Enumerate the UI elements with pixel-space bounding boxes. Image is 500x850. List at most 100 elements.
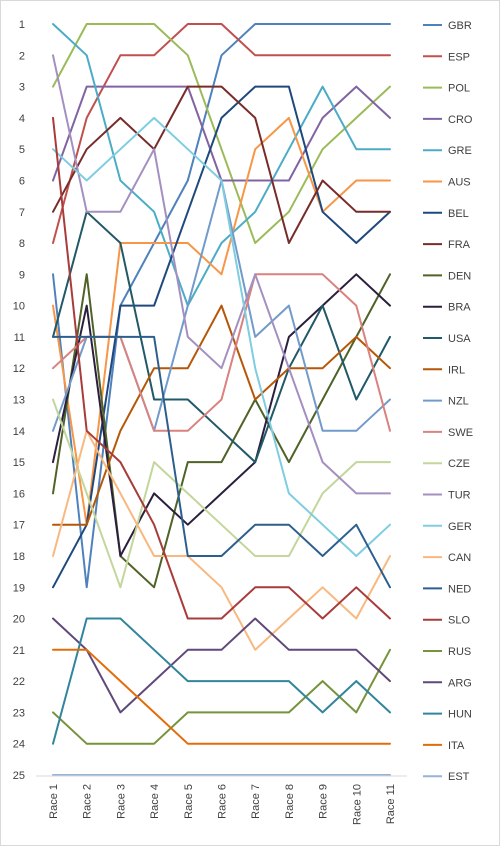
series-line-can: [52, 429, 391, 651]
series-line-ger: [52, 116, 391, 557]
x-axis: Race 1 Race 2 Race 3 Race 4 Race 5 Race 6 Race…: [36, 775, 407, 825]
x-tick-label: Race 7: [250, 784, 262, 819]
y-tick-label: 2: [19, 50, 25, 62]
y-tick-label: 8: [19, 238, 25, 250]
legend-item-bel: BEL: [423, 208, 469, 220]
y-tick-label: 11: [14, 332, 25, 344]
legend-label: ESP: [448, 51, 470, 63]
legend-label: GBR: [448, 20, 472, 32]
y-tick-label: 14: [13, 426, 25, 438]
series-line-ned: [52, 335, 391, 589]
y-tick-label: 21: [13, 645, 25, 657]
legend-label: TUR: [448, 490, 471, 502]
y-tick-label: 4: [19, 113, 25, 125]
legend-label: HUN: [448, 709, 472, 721]
x-tick-label: Race 3: [115, 784, 127, 819]
series-line-ita: [52, 648, 391, 745]
legend-item-ita: ITA: [423, 740, 465, 752]
legend-item-est: EST: [423, 771, 470, 783]
legend-label: NZL: [448, 396, 469, 408]
y-tick-label: 24: [13, 739, 25, 751]
legend-item-ger: GER: [423, 521, 472, 533]
legend-label: RUS: [448, 646, 471, 658]
y-tick-label: 19: [13, 582, 25, 594]
x-tick-label: Race 2: [82, 784, 94, 819]
legend-item-gre: GRE: [423, 145, 472, 157]
legend-label: NED: [448, 583, 471, 595]
legend-label: POL: [448, 83, 470, 95]
legend-item-aus: AUS: [423, 177, 471, 189]
y-tick-label: 17: [13, 520, 25, 532]
x-tick-label: Race 9: [318, 784, 330, 819]
series-line-gre: [52, 23, 391, 307]
legend-label: BRA: [448, 302, 471, 314]
legend-item-irl: IRL: [423, 364, 465, 376]
legend-label: ITA: [448, 740, 465, 752]
legend-item-nzl: NZL: [423, 396, 469, 408]
legend: GBR ESP POL CRO GRE AUS BEL FRA DEN BRA USA IRL NZL S…: [423, 20, 473, 783]
legend-item-can: CAN: [423, 552, 471, 564]
y-tick-label: 25: [13, 770, 25, 782]
series-line-pol: [52, 23, 391, 244]
series-line-rus: [52, 648, 391, 745]
y-tick-label: 18: [13, 551, 25, 563]
legend-label: CRO: [448, 114, 473, 126]
y-tick-label: 20: [13, 614, 25, 626]
legend-label: USA: [448, 333, 471, 345]
series-line-arg: [52, 617, 391, 714]
y-tick-label: 9: [19, 269, 25, 281]
series-line-esp: [52, 23, 391, 244]
series-line-slo: [52, 116, 391, 620]
series-line-fra: [52, 85, 391, 244]
y-tick-label: 22: [13, 676, 25, 688]
legend-item-arg: ARG: [423, 677, 472, 689]
legend-item-usa: USA: [423, 333, 471, 345]
legend-label: ARG: [448, 677, 472, 689]
legend-item-swe: SWE: [423, 427, 473, 439]
y-tick-label: 3: [19, 82, 25, 94]
legend-label: FRA: [448, 239, 471, 251]
series-line-tur: [52, 54, 391, 495]
legend-label: EST: [448, 771, 470, 783]
legend-item-slo: SLO: [423, 615, 470, 627]
y-tick-label: 7: [19, 207, 25, 219]
legend-label: BEL: [448, 208, 469, 220]
legend-item-tur: TUR: [423, 490, 471, 502]
legend-label: AUS: [448, 177, 471, 189]
series-line-irl: [52, 304, 391, 526]
y-tick-label: 6: [19, 175, 25, 187]
series-line-gbr: [52, 23, 391, 589]
legend-label: SLO: [448, 615, 470, 627]
y-axis-ticks: 1234567891011121314151617181920212223242…: [13, 19, 25, 782]
legend-item-pol: POL: [423, 83, 470, 95]
series-line-hun: [52, 617, 391, 745]
legend-item-cro: CRO: [423, 114, 473, 126]
legend-item-rus: RUS: [423, 646, 471, 658]
legend-label: CAN: [448, 552, 471, 564]
legend-item-bra: BRA: [423, 302, 471, 314]
legend-item-den: DEN: [423, 270, 471, 282]
legend-label: CZE: [448, 458, 470, 470]
y-tick-label: 1: [19, 19, 25, 31]
x-tick-label: Race 4: [149, 784, 161, 819]
legend-label: SWE: [448, 427, 473, 439]
x-tick-label: Race 11: [385, 784, 397, 824]
x-tick-label: Race 10: [351, 784, 363, 825]
legend-item-esp: ESP: [423, 51, 470, 63]
legend-label: DEN: [448, 270, 471, 282]
y-tick-label: 15: [13, 457, 25, 469]
series-line-cze: [52, 398, 391, 589]
y-tick-label: 5: [19, 144, 25, 156]
y-tick-label: 13: [13, 395, 25, 407]
legend-label: GER: [448, 521, 472, 533]
series-line-usa: [52, 210, 391, 464]
y-tick-label: 23: [13, 707, 25, 719]
legend-item-ned: NED: [423, 583, 471, 595]
legend-item-hun: HUN: [423, 709, 472, 721]
y-tick-label: 12: [13, 363, 25, 375]
x-tick-label: Race 5: [183, 784, 195, 819]
y-tick-label: 10: [13, 301, 25, 313]
series-line-bel: [52, 85, 391, 589]
legend-item-gbr: GBR: [423, 20, 472, 32]
